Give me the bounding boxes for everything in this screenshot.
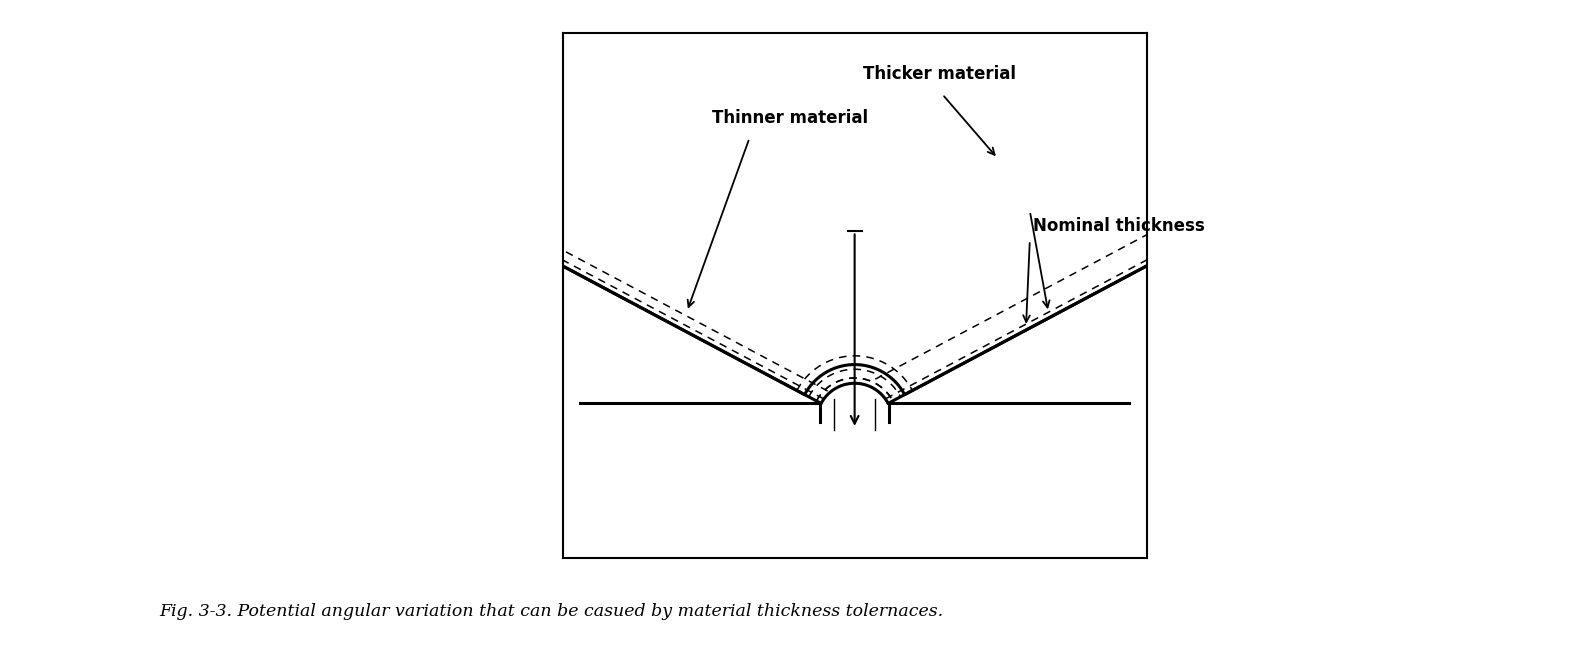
Text: Thicker material: Thicker material: [863, 65, 1016, 83]
Text: Thinner material: Thinner material: [712, 108, 868, 127]
Text: Fig. 3-3. Potential angular variation that can be casued by material thickness t: Fig. 3-3. Potential angular variation th…: [159, 602, 943, 620]
Text: Nominal thickness: Nominal thickness: [1034, 217, 1205, 235]
